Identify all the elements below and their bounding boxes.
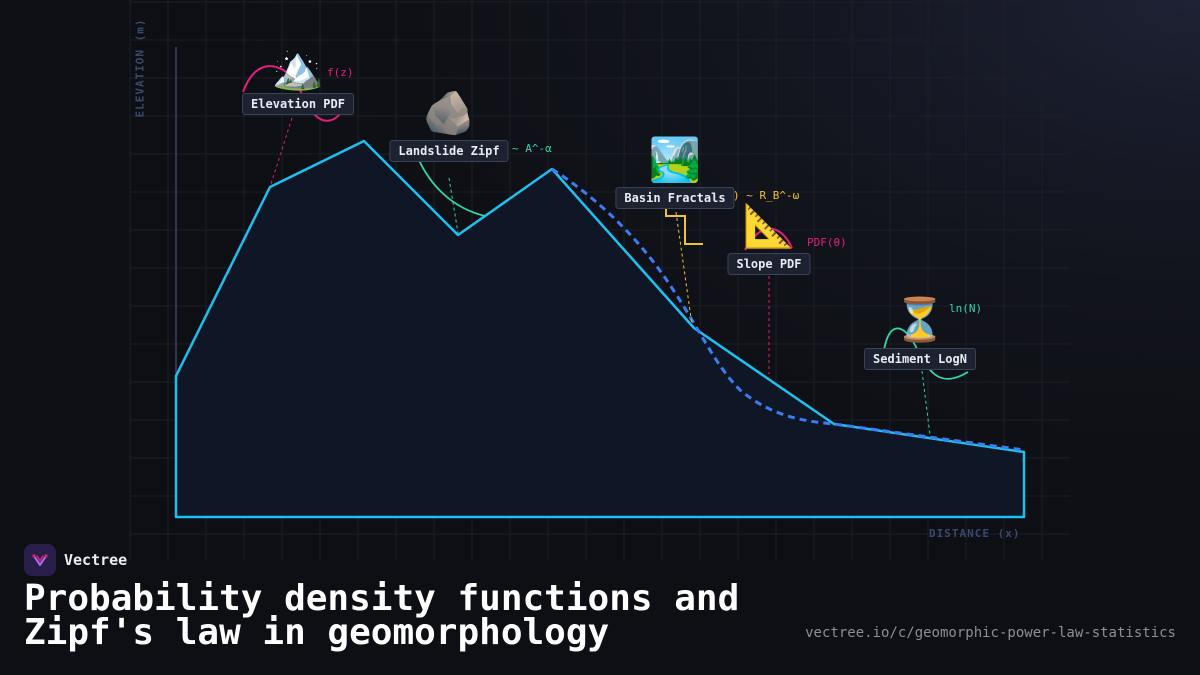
slope-formula: PDF(θ): [807, 236, 847, 249]
slope-pdf-curve: [744, 227, 793, 251]
sediment-logn-label: Sediment LogN: [864, 348, 976, 370]
landslide-zipf-label: Landslide Zipf: [389, 140, 509, 162]
brand[interactable]: Vectree: [24, 544, 127, 576]
title-line-1: Probability density functions and: [24, 578, 740, 619]
page-title: Probability density functions and Zipf's…: [24, 581, 739, 653]
basin-fractals-label: Basin Fractals: [615, 187, 735, 209]
slope-pdf-label: Slope PDF: [727, 253, 811, 275]
basin-formula: ) ~ R_B^-ω: [733, 189, 800, 202]
sediment-logn-curve: [883, 327, 969, 380]
elevation-pdf-curve: [242, 65, 346, 122]
river-valley-icon: 🏞️: [648, 135, 702, 184]
landslide-zipf-curve: [417, 157, 486, 217]
title-line-2: Zipf's law in geomorphology: [24, 612, 610, 653]
elevation-formula: f(z): [327, 66, 354, 79]
vectree-logo-icon: [24, 544, 56, 576]
basin-connector: [675, 211, 693, 326]
dashed-profile: [551, 167, 1025, 452]
rock-icon: 🪨: [422, 88, 476, 137]
hourglass-icon: ⏳: [893, 295, 947, 344]
y-axis-label: ELEVATION (m): [133, 18, 147, 118]
triangle-ruler-icon: 📐: [742, 201, 796, 250]
basin-fractal-tree: [665, 206, 703, 245]
landslide-formula: ~ A^-α: [512, 142, 552, 155]
elevation-connector: [269, 117, 293, 188]
x-axis-label: DISTANCE (x): [929, 527, 1021, 540]
elevation-pdf-label: Elevation PDF: [242, 93, 354, 115]
mountain-icon: 🏔️: [271, 43, 325, 92]
source-url[interactable]: vectree.io/c/geomorphic-power-law-statis…: [805, 625, 1176, 641]
sediment-connector: [921, 370, 931, 436]
sediment-formula: ln(N): [949, 302, 983, 315]
brand-name: Vectree: [64, 551, 128, 569]
